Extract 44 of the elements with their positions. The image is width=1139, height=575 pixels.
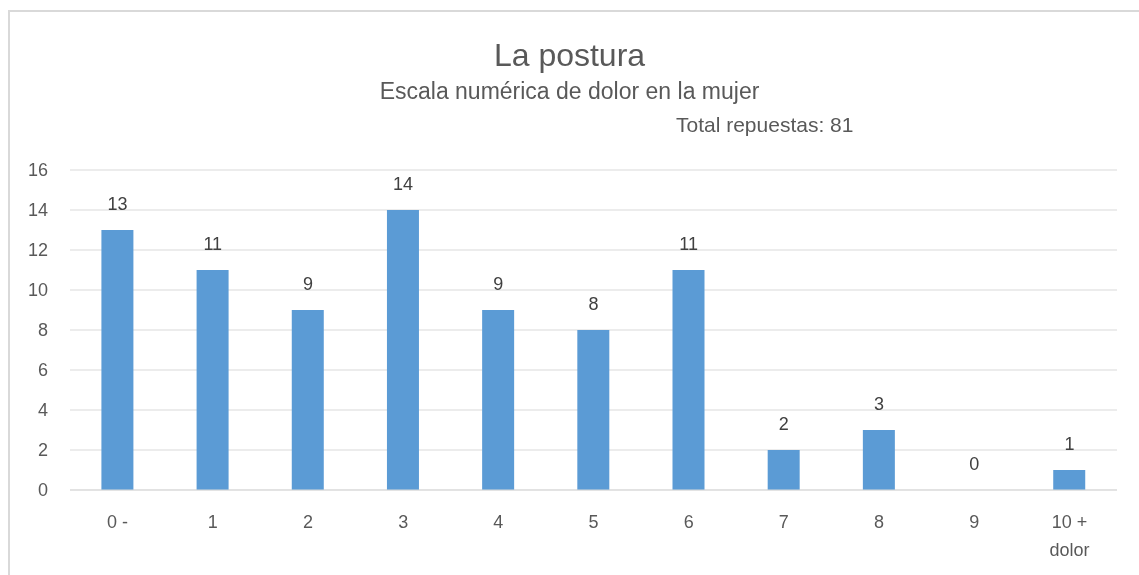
- y-tick-label: 8: [37, 320, 48, 341]
- x-tick-label: 6: [683, 512, 694, 533]
- data-label: 3: [874, 394, 885, 414]
- x-tick-label: 0 -: [107, 512, 129, 533]
- y-tick-label: 2: [37, 440, 48, 461]
- x-tick-label: 9: [969, 512, 980, 533]
- x-tick-label: 3: [398, 512, 409, 533]
- x-tick-label: 4: [493, 512, 504, 533]
- bar: [1053, 470, 1086, 490]
- y-tick-label: 12: [27, 240, 48, 261]
- data-label: 13: [107, 194, 128, 214]
- bar: [482, 310, 515, 490]
- x-tick-label: 7: [778, 512, 789, 533]
- x-tick-label: 5: [588, 512, 599, 533]
- x-tick-label: 2: [302, 512, 313, 533]
- chart-subtitle: Escala numérica de dolor en la mujer: [378, 78, 761, 104]
- bar: [767, 450, 800, 490]
- x-tick-label: 10 + dolor: [1049, 512, 1090, 561]
- bar: [386, 210, 419, 490]
- bar: [862, 430, 895, 490]
- x-tick-label: 8: [874, 512, 885, 533]
- data-label: 0: [969, 454, 980, 474]
- data-label: 9: [493, 274, 504, 294]
- data-label: 14: [393, 174, 414, 194]
- y-tick-label: 16: [27, 160, 48, 181]
- data-label: 11: [679, 234, 699, 254]
- y-tick-label: 10: [27, 280, 48, 301]
- x-tick-label: 1: [207, 512, 218, 533]
- chart-title: La postura: [492, 37, 647, 74]
- data-label: 9: [302, 274, 313, 294]
- bar: [672, 270, 705, 490]
- bar: [291, 310, 324, 490]
- data-label: 2: [778, 414, 789, 434]
- data-label: 8: [588, 294, 599, 314]
- y-tick-label: 6: [37, 360, 48, 381]
- bar: [196, 270, 229, 490]
- bar: [101, 230, 134, 490]
- text: Total repuestas: 81: [676, 113, 854, 137]
- y-tick-label: 14: [27, 200, 48, 221]
- data-label: 1: [1064, 434, 1075, 454]
- data-label: 11: [203, 234, 223, 254]
- bar: [577, 330, 610, 490]
- y-tick-label: 4: [37, 400, 48, 421]
- y-tick-label: 0: [37, 480, 48, 501]
